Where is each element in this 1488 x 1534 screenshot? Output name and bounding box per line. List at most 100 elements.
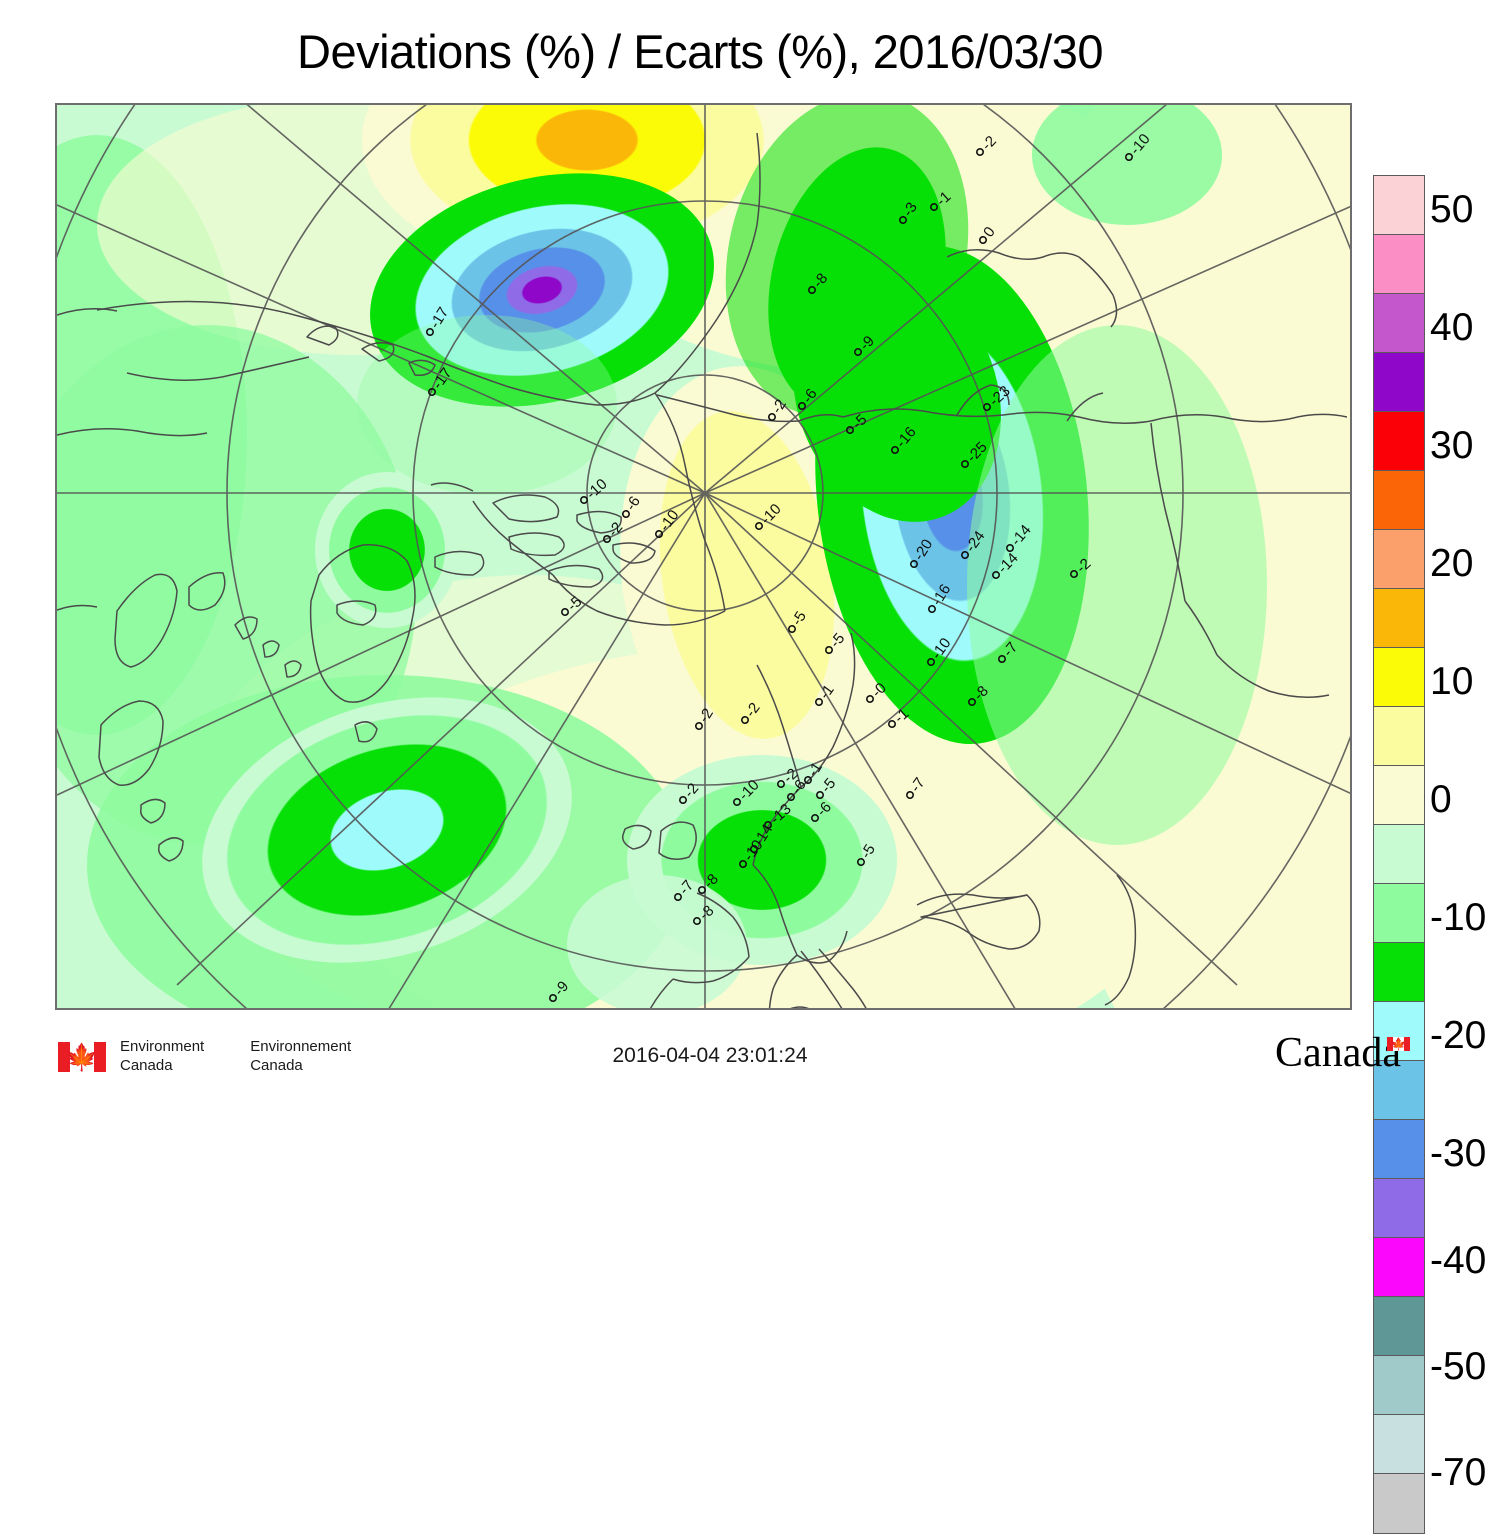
station-dot-icon xyxy=(803,775,813,785)
contour-field: -17-17-10-2-1-30-8-9-5-2-6-16-25-23-20 -2… xyxy=(57,105,1350,1008)
station-dot-icon xyxy=(982,402,992,412)
colorbar-band-10 xyxy=(1374,766,1424,825)
colorbar-band-3 xyxy=(1374,353,1424,412)
environment-canada-logo: 🍁 Environment Canada Environnement Canad… xyxy=(58,1038,397,1076)
colorbar-band-22 xyxy=(1374,1474,1424,1533)
map-plot-area: -17 -17 -10 -2 -1 -3 0 -8 -9 -5 -2 -6 -16 -25 -23 -20 -2… xyxy=(55,103,1352,1010)
agency-fr-line1: Environnement xyxy=(250,1038,352,1055)
station-dot-icon xyxy=(427,387,437,397)
station-dot-icon xyxy=(548,993,558,1003)
station-dot-icon xyxy=(560,607,570,617)
station-dot-icon xyxy=(579,495,589,505)
station-dot-icon xyxy=(991,570,1001,580)
colorbar-tick-30: 30 xyxy=(1430,424,1474,468)
colorbar-band-12 xyxy=(1374,884,1424,943)
agency-en-line1: Environment xyxy=(120,1038,205,1055)
station-dot-icon xyxy=(738,859,748,869)
colorbar-band-18 xyxy=(1374,1238,1424,1297)
station-dot-icon xyxy=(887,719,897,729)
station-dot-icon xyxy=(824,645,834,655)
station-dot-icon xyxy=(776,779,786,789)
colorbar-band-9 xyxy=(1374,707,1424,766)
colorbar-tick-neg40: -40 xyxy=(1430,1238,1487,1282)
colorbar-tick-neg10: -10 xyxy=(1430,896,1487,940)
colorbar-tick-neg50: -50 xyxy=(1430,1344,1487,1388)
station-dot-icon xyxy=(890,445,900,455)
generation-timestamp: 2016-04-04 23:01:24 xyxy=(612,1044,808,1067)
station-dot-icon xyxy=(732,797,742,807)
map-canvas: -17 -17 -10 -2 -1 -3 0 -8 -9 -5 -2 -6 -16 -25 -23 -20 -2… xyxy=(57,105,1350,1008)
graticule xyxy=(57,105,1350,1008)
station-dot-icon xyxy=(621,509,631,519)
colorbar-band-4 xyxy=(1374,412,1424,471)
station-dot-icon xyxy=(960,459,970,469)
station-dot-icon xyxy=(898,215,908,225)
agency-en-line2: Canada xyxy=(120,1056,173,1074)
colorbar-band-5 xyxy=(1374,471,1424,530)
colorbar xyxy=(1373,175,1425,1534)
agency-fr-line2: Canada xyxy=(250,1056,303,1074)
station-dot-icon xyxy=(740,715,750,725)
colorbar-band-19 xyxy=(1374,1297,1424,1356)
station-dot-icon xyxy=(754,521,764,531)
station-dot-icon xyxy=(909,559,919,569)
station-dot-icon xyxy=(856,857,866,867)
station-dot-icon xyxy=(905,790,915,800)
station-dot-icon xyxy=(763,820,773,830)
colorbar-tick-50: 50 xyxy=(1430,188,1474,232)
colorbar-tick-40: 40 xyxy=(1430,306,1474,350)
colorbar-tick-neg70: -70 xyxy=(1430,1451,1487,1494)
agency-name-fr: Environnement Canada xyxy=(250,1038,351,1076)
station-dot-icon xyxy=(786,792,796,802)
colorbar-band-17 xyxy=(1374,1179,1424,1238)
colorbar-tick-20: 20 xyxy=(1430,542,1474,586)
station-dot-icon xyxy=(927,604,937,614)
station-dot-icon xyxy=(673,892,683,902)
colorbar-band-8 xyxy=(1374,648,1424,707)
station-dot-icon xyxy=(692,916,702,926)
station-dot-icon xyxy=(814,697,824,707)
colorbar-tick-neg20: -20 xyxy=(1430,1014,1487,1058)
colorbar-band-14 xyxy=(1374,1002,1424,1061)
canada-flag-icon: 🍁 xyxy=(58,1041,106,1072)
colorbar-band-11 xyxy=(1374,825,1424,884)
station-dot-icon xyxy=(926,657,936,667)
station-dot-icon xyxy=(960,550,970,560)
station-dot-icon xyxy=(787,624,797,634)
station-dot-icon xyxy=(1005,543,1015,553)
station-dot-icon xyxy=(1124,152,1134,162)
colorbar-band-21 xyxy=(1374,1415,1424,1474)
station-dot-icon xyxy=(425,327,435,337)
agency-name-en: Environment Canada xyxy=(120,1038,204,1076)
station-dot-icon xyxy=(797,401,807,411)
station-dot-icon xyxy=(1069,569,1079,579)
colorbar-tick-0: 0 xyxy=(1430,778,1452,822)
station-dot-icon xyxy=(807,285,817,295)
colorbar-band-7 xyxy=(1374,589,1424,648)
canada-wordmark-flag-icon: 🍁 xyxy=(1387,1037,1410,1051)
colorbar-tick-10: 10 xyxy=(1430,660,1474,704)
station-dot-icon xyxy=(694,721,704,731)
colorbar-band-0 xyxy=(1374,176,1424,235)
station-dot-icon xyxy=(997,654,1007,664)
colorbar-band-13 xyxy=(1374,943,1424,1002)
station-dot-icon xyxy=(845,425,855,435)
station-dot-icon xyxy=(975,147,985,157)
footer: 🍁 Environment Canada Environnement Canad… xyxy=(0,1014,1488,1080)
station-dot-icon xyxy=(853,347,863,357)
station-dot-icon xyxy=(967,697,977,707)
station-dot-icon xyxy=(865,694,875,704)
canada-wordmark: Canada 🍁 xyxy=(1275,1032,1410,1074)
station-dot-icon xyxy=(654,529,664,539)
colorbar-band-2 xyxy=(1374,294,1424,353)
colorbar-tick-neg30: -30 xyxy=(1430,1132,1487,1176)
station-dot-icon xyxy=(810,813,820,823)
canada-wordmark-text: Canada xyxy=(1275,1030,1401,1076)
colorbar-band-20 xyxy=(1374,1356,1424,1415)
colorbar-band-1 xyxy=(1374,235,1424,294)
coastlines xyxy=(57,132,1348,1008)
station-dot-icon xyxy=(978,235,988,245)
station-dot-icon xyxy=(767,412,777,422)
station-dot-icon xyxy=(678,795,688,805)
station-dot-icon xyxy=(602,534,612,544)
